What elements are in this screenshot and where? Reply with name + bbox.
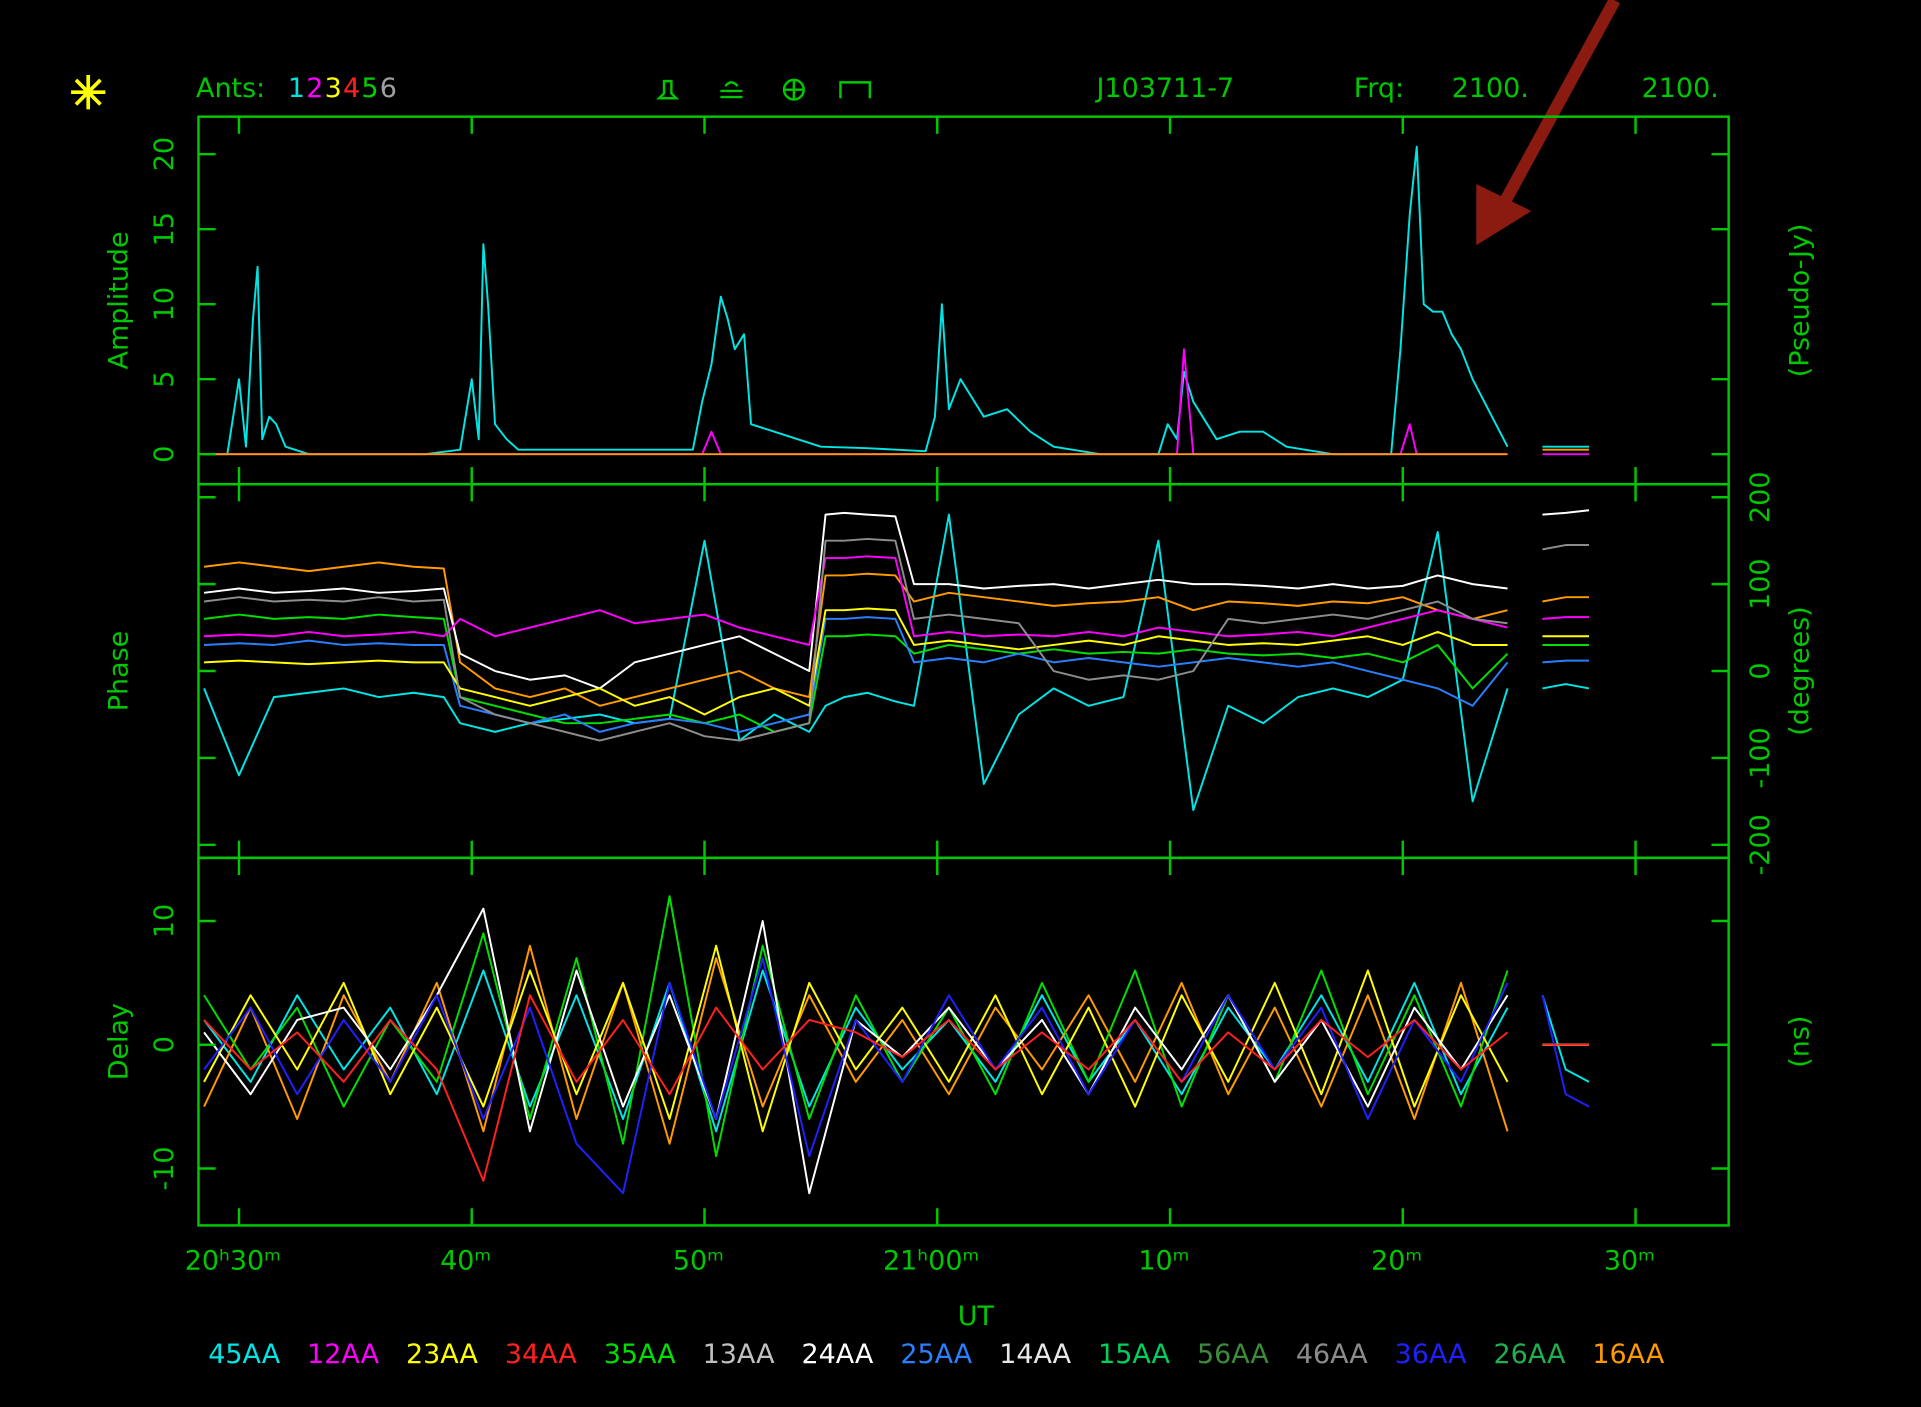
series-line (204, 555, 1590, 646)
y-tick-label: 0 (1745, 662, 1776, 679)
antenna-number: 5 (361, 73, 378, 104)
legend-entry: 13AA (703, 1339, 775, 1370)
antenna-number: 4 (343, 73, 360, 104)
y-axis-unit: (Pseudo-Jy) (1784, 224, 1815, 378)
series-line (203, 613, 1590, 733)
y-tick-label: -10 (149, 1146, 180, 1190)
series-line (203, 513, 1590, 812)
y-axis-label: Delay (104, 1003, 135, 1080)
y-tick-label: 15 (149, 212, 180, 246)
x-tick-label: 10ᵐ (1138, 1246, 1189, 1277)
y-tick-label: 5 (149, 371, 180, 388)
x-tick-label: 20ʰ30ᵐ (185, 1246, 281, 1277)
legend-entry: 25AA (900, 1339, 972, 1370)
source-name: J103711-7 (1094, 73, 1234, 104)
legend-entry: 26AA (1494, 1339, 1566, 1370)
series-line (203, 561, 1590, 707)
y-tick-label: 200 (1745, 472, 1776, 523)
x-axis-label: UT (958, 1301, 995, 1332)
y-tick-label: 10 (149, 904, 180, 938)
y-axis-unit: (degrees) (1784, 606, 1815, 735)
x-tick-label: 20ᵐ (1371, 1246, 1422, 1277)
freq-value: 2100. (1642, 73, 1719, 104)
legend-entry: 15AA (1098, 1339, 1170, 1370)
series-line (204, 448, 1590, 456)
y-axis-unit: (ns) (1784, 1016, 1815, 1068)
legend-entry: 34AA (505, 1339, 577, 1370)
y-tick-label: 0 (149, 1036, 180, 1053)
freq-label: Frq: (1354, 73, 1404, 104)
y-tick-label: -200 (1745, 814, 1776, 875)
legend-entry: 12AA (307, 1339, 379, 1370)
panel-frame (197, 856, 1730, 1227)
y-tick-label: -100 (1745, 727, 1776, 788)
legend-entry: 45AA (208, 1339, 280, 1370)
antenna-number: 6 (380, 73, 397, 104)
x-tick-label: 30ᵐ (1604, 1246, 1655, 1277)
y-tick-label: 100 (1745, 558, 1776, 609)
antenna-number: 3 (325, 73, 342, 104)
series-line (204, 616, 1590, 733)
sun-icon (71, 75, 106, 110)
y-axis-label: Amplitude (104, 231, 135, 369)
toolbar-icons[interactable] (656, 78, 872, 101)
legend-entry: 14AA (999, 1339, 1071, 1370)
y-tick-label: 20 (149, 137, 180, 171)
series-line (203, 537, 1590, 742)
legend-entry: 56AA (1197, 1339, 1269, 1370)
antenna-number: 1 (288, 73, 305, 104)
x-tick-label: 21ʰ00ᵐ (883, 1246, 979, 1277)
legend-entry: 16AA (1592, 1339, 1664, 1370)
ants-label: Ants: (196, 73, 265, 104)
legend-entry: 23AA (406, 1339, 478, 1370)
y-tick-label: 0 (149, 446, 180, 463)
annotation-arrow (1476, 0, 1621, 246)
series-line (204, 607, 1590, 716)
series-line (203, 509, 1590, 690)
freq-value: 2100. (1452, 73, 1529, 104)
y-tick-label: 10 (149, 287, 180, 321)
series-line (203, 994, 1590, 1182)
series-line (203, 957, 1590, 1195)
x-tick-label: 50ᵐ (673, 1246, 724, 1277)
antenna-number: 2 (306, 73, 323, 104)
legend-entry: 24AA (801, 1339, 873, 1370)
y-axis-label: Phase (104, 631, 135, 711)
legend-entry: 36AA (1395, 1339, 1467, 1370)
legend-entry: 46AA (1296, 1339, 1368, 1370)
legend-entry: 35AA (604, 1339, 676, 1370)
x-tick-label: 40ᵐ (440, 1246, 491, 1277)
